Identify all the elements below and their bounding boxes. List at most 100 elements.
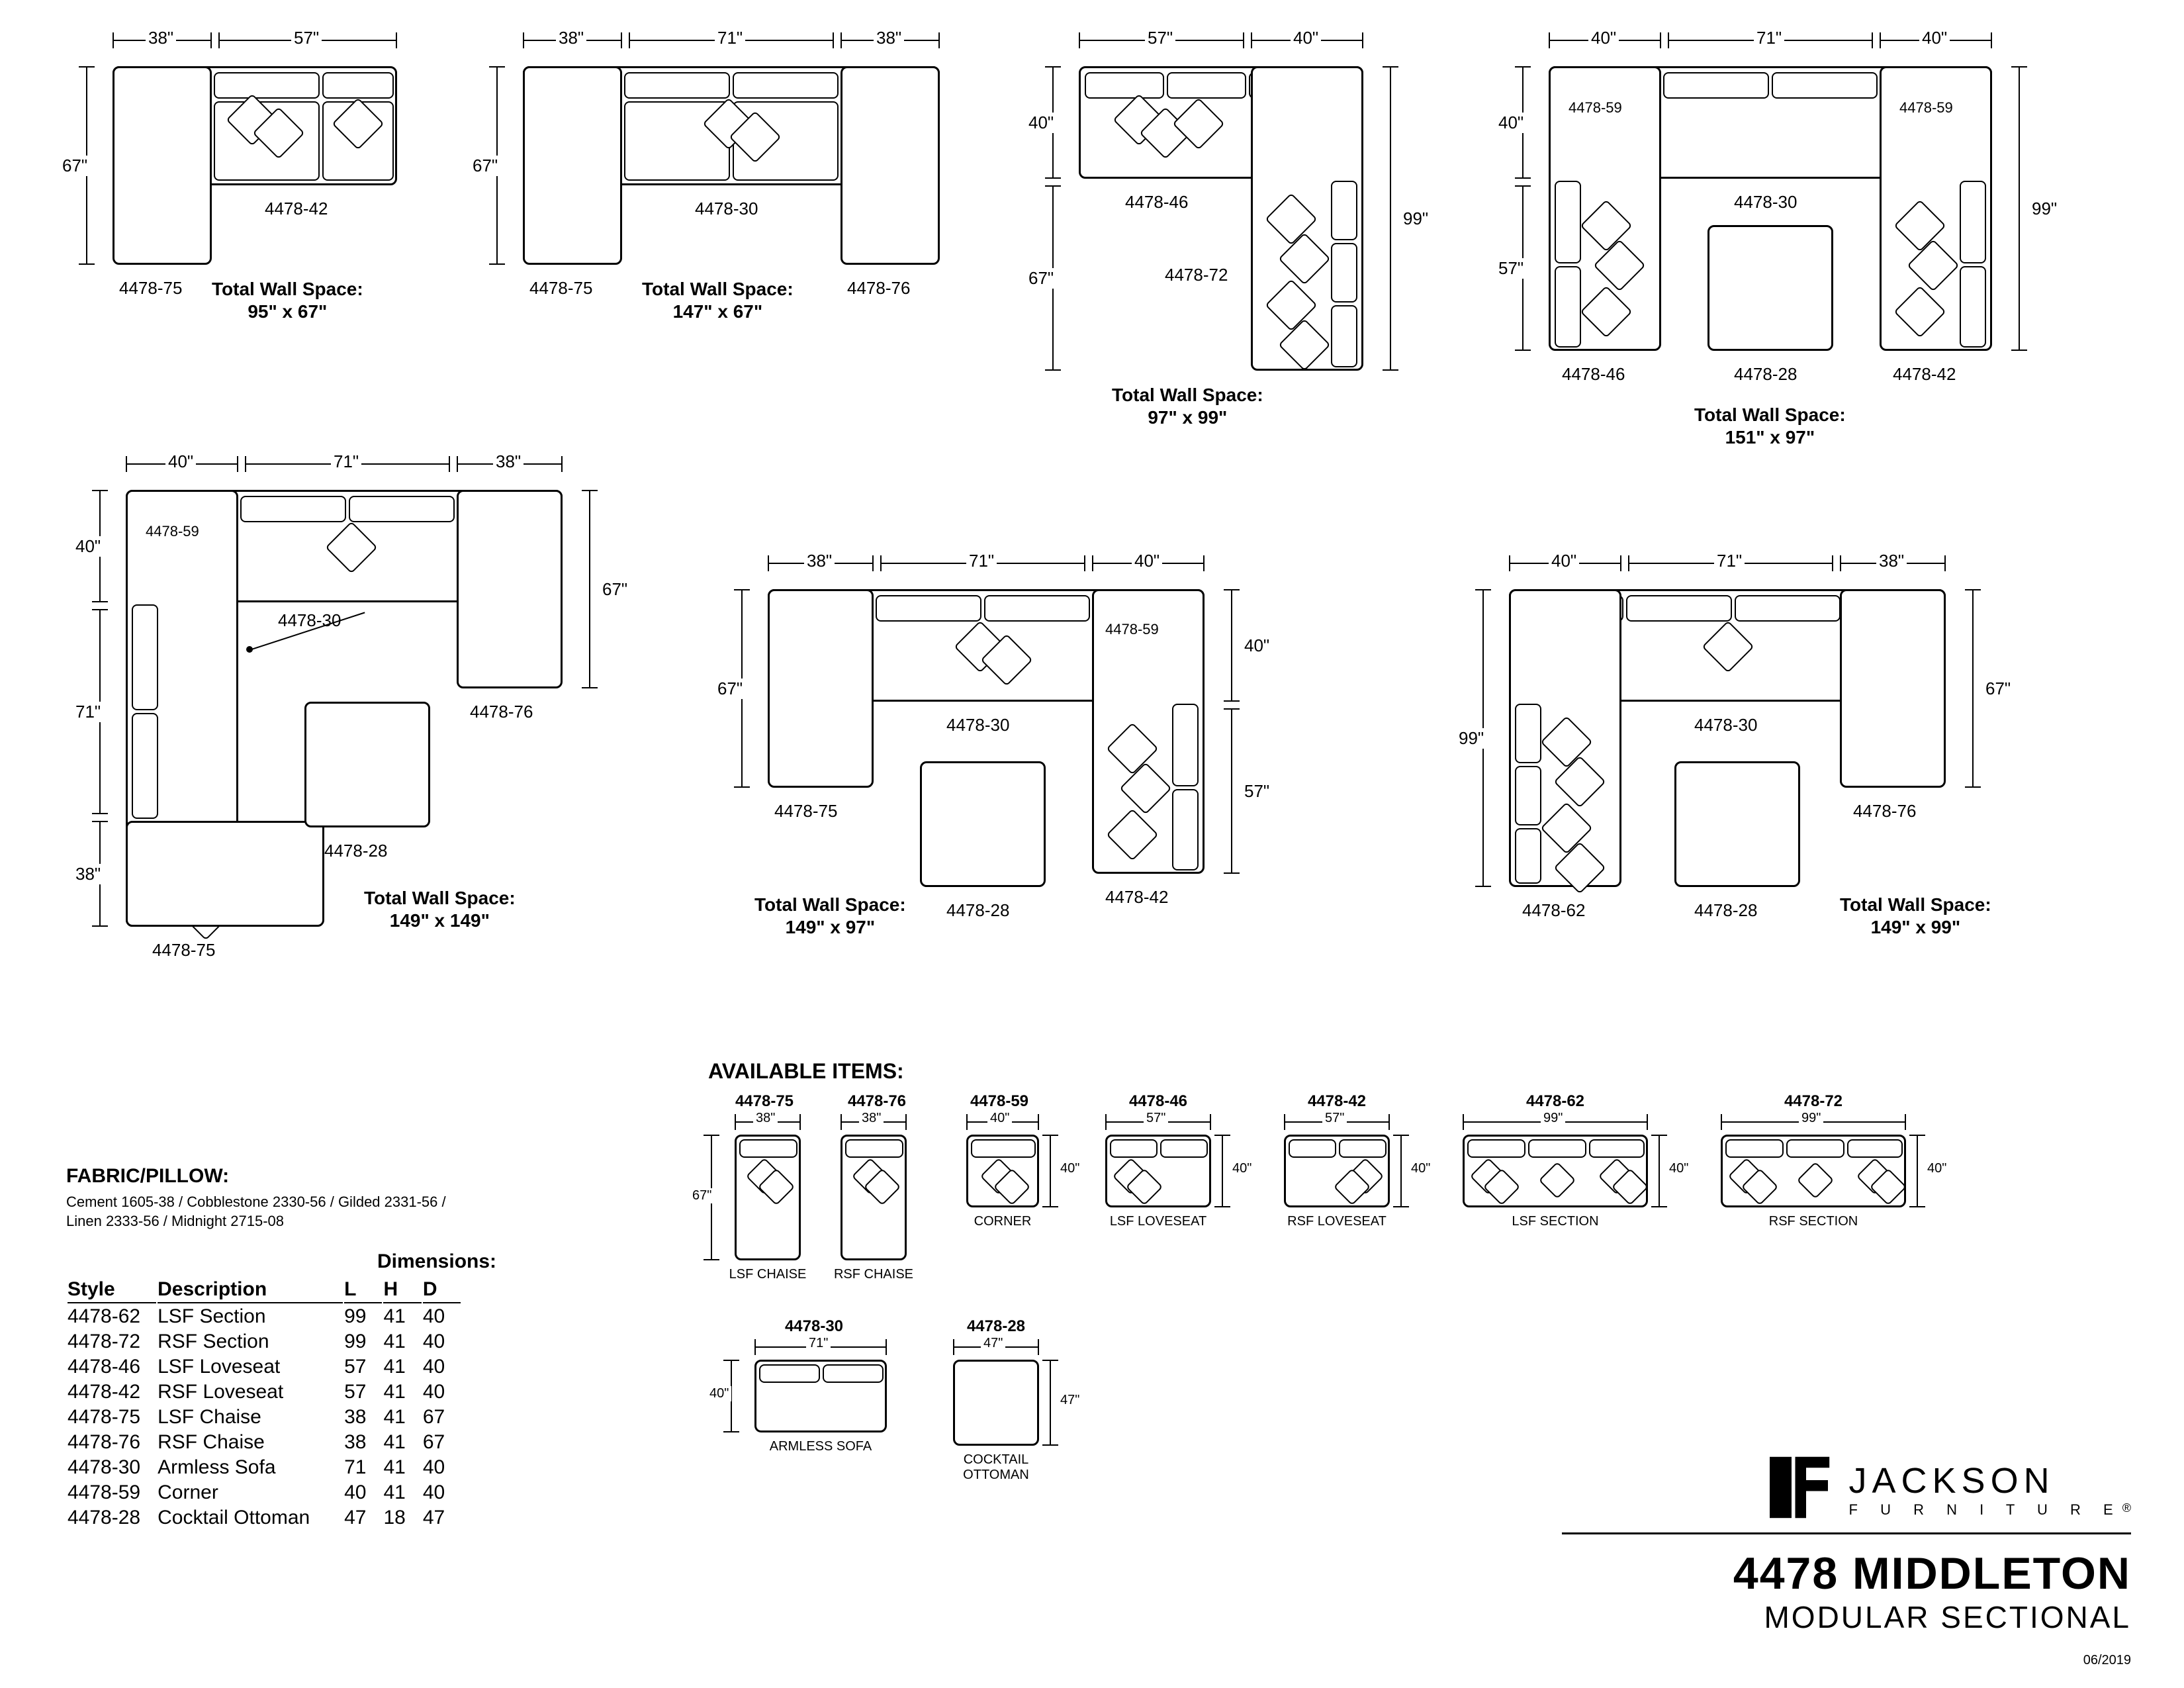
dims-heading: Dimensions: <box>377 1250 662 1273</box>
dim: 71" <box>715 28 745 48</box>
dim: 67" <box>1026 268 1056 289</box>
th-style: Style <box>68 1277 156 1303</box>
dim: 57" <box>1242 781 1272 802</box>
date: 06/2019 <box>2083 1653 2131 1668</box>
part: 4478-75 <box>529 278 592 299</box>
part: 4478-30 <box>695 199 758 219</box>
total: Total Wall Space: 147" x 67" <box>642 278 794 322</box>
dim: 40" <box>1496 113 1526 133</box>
part: 4478-42 <box>265 199 328 219</box>
part: 4478-75 <box>119 278 182 299</box>
part: 4478-59 <box>1105 621 1159 638</box>
dim: 38" <box>493 451 523 472</box>
th-d: D <box>423 1277 461 1303</box>
item-code: 4478-42 <box>1297 1092 1377 1111</box>
spec-block: FABRIC/PILLOW: Cement 1605-38 / Cobblest… <box>66 1165 662 1531</box>
part: 4478-59 <box>1569 99 1622 117</box>
part: 4478-28 <box>1734 364 1797 385</box>
total: Total Wall Space: 97" x 99" <box>1112 384 1263 428</box>
dim: 71" <box>966 551 997 571</box>
dim: 57" <box>291 28 322 48</box>
table-row: 4478-72RSF Section994140 <box>68 1330 461 1354</box>
dim: 38" <box>753 1111 778 1126</box>
dim: 67" <box>1983 679 2013 699</box>
item-code: 4478-72 <box>1774 1092 1853 1111</box>
config-6: 38" 71" 40" 67" 40" 57" 4478-75 4478-30 … <box>728 549 1324 1026</box>
dim: 99" <box>1456 728 1486 749</box>
total: Total Wall Space: 149" x 97" <box>754 894 906 938</box>
dim: 57" <box>1496 258 1526 279</box>
dim: 67" <box>715 679 745 699</box>
product-sub: MODULAR SECTIONAL <box>1562 1599 2131 1635</box>
dim: 38" <box>556 28 586 48</box>
part: 4478-28 <box>324 841 387 861</box>
part: 4478-30 <box>1734 192 1797 212</box>
dim: 57" <box>1322 1111 1347 1126</box>
part: 4478-30 <box>1694 715 1757 735</box>
item-code: 4478-46 <box>1118 1092 1198 1111</box>
item-name: LSF LOVESEAT <box>1105 1214 1211 1229</box>
dim: 40" <box>1549 551 1579 571</box>
item-name: COCKTAIL OTTOMAN <box>953 1452 1039 1483</box>
total: Total Wall Space: 149" x 99" <box>1840 894 1991 938</box>
th-l: L <box>344 1277 382 1303</box>
dim: 40" <box>1588 28 1619 48</box>
part: 4478-76 <box>470 702 533 722</box>
table-row: 4478-75LSF Chaise384167 <box>68 1405 461 1429</box>
item-code: 4478-28 <box>953 1317 1039 1336</box>
dim: 38" <box>146 28 176 48</box>
dim: 71" <box>1714 551 1745 571</box>
table-row: 4478-76RSF Chaise384167 <box>68 1430 461 1454</box>
dim: 40" <box>1058 1161 1082 1176</box>
part: 4478-59 <box>1899 99 1953 117</box>
part: 4478-76 <box>847 278 910 299</box>
part: 4478-46 <box>1562 364 1625 385</box>
dim: 67" <box>600 579 630 600</box>
total: Total Wall Space: 95" x 67" <box>212 278 363 322</box>
available-title: AVAILABLE ITEMS: <box>708 1059 904 1084</box>
config-7: 40" 71" 38" 99" 67" 4478-30 4478-76 4478… <box>1469 549 2091 1026</box>
dim: 67" <box>60 156 90 176</box>
config-4: 40" 71" 40" 40" 57" 99" 4478-59 4478-30 … <box>1509 26 2105 503</box>
part: 4478-30 <box>946 715 1009 735</box>
dim: 99" <box>1541 1111 1565 1126</box>
config-2: 38" 71" 38" 67" 4478-75 4478-30 4478-76 … <box>490 26 993 384</box>
part: 4478-28 <box>1694 900 1757 921</box>
table-row: 4478-28Cocktail Ottoman471847 <box>68 1506 461 1530</box>
dim: 99" <box>1799 1111 1823 1126</box>
logo-mark <box>1762 1451 1835 1527</box>
dim: 99" <box>2029 199 2060 219</box>
item-code: 4478-75 <box>728 1092 801 1111</box>
dim: 40" <box>1026 113 1056 133</box>
th-desc: Description <box>158 1277 343 1303</box>
dim: 47" <box>1058 1393 1082 1408</box>
item-name: RSF LOVESEAT <box>1284 1214 1390 1229</box>
dim: 67" <box>690 1188 714 1203</box>
dim: 40" <box>1230 1161 1254 1176</box>
dim: 38" <box>874 28 904 48</box>
item-code: 4478-59 <box>960 1092 1039 1111</box>
item-name: RSF CHAISE <box>827 1267 920 1282</box>
item-name: RSF SECTION <box>1721 1214 1906 1229</box>
part: 4478-62 <box>1522 900 1585 921</box>
part: 4478-42 <box>1893 364 1956 385</box>
dim: 71" <box>806 1336 831 1351</box>
dim: 40" <box>1666 1161 1691 1176</box>
dim: 40" <box>707 1386 731 1401</box>
dim: 38" <box>73 864 103 884</box>
config-3: 57" 40" 40" 67" 99" 4478-46 4478-72 Tota… <box>1046 26 1469 437</box>
brand: JACKSON <box>1849 1461 2055 1501</box>
dim: 40" <box>1242 635 1272 656</box>
dim: 71" <box>331 451 361 472</box>
table-row: 4478-42RSF Loveseat574140 <box>68 1380 461 1404</box>
part: 4478-42 <box>1105 887 1168 908</box>
table-row: 4478-59Corner404140 <box>68 1481 461 1505</box>
dim: 71" <box>73 702 103 722</box>
dim: 67" <box>470 156 500 176</box>
config-5: 40" 71" 38" 40" 71" 38" 67" 4478-59 4478… <box>79 450 675 1046</box>
table-row: 4478-62LSF Section994140 <box>68 1305 461 1329</box>
dim: 40" <box>1408 1161 1433 1176</box>
total: Total Wall Space: 149" x 149" <box>364 887 516 931</box>
brand-sub: F U R N I T U R E <box>1849 1501 2122 1518</box>
table-row: 4478-46LSF Loveseat574140 <box>68 1355 461 1379</box>
